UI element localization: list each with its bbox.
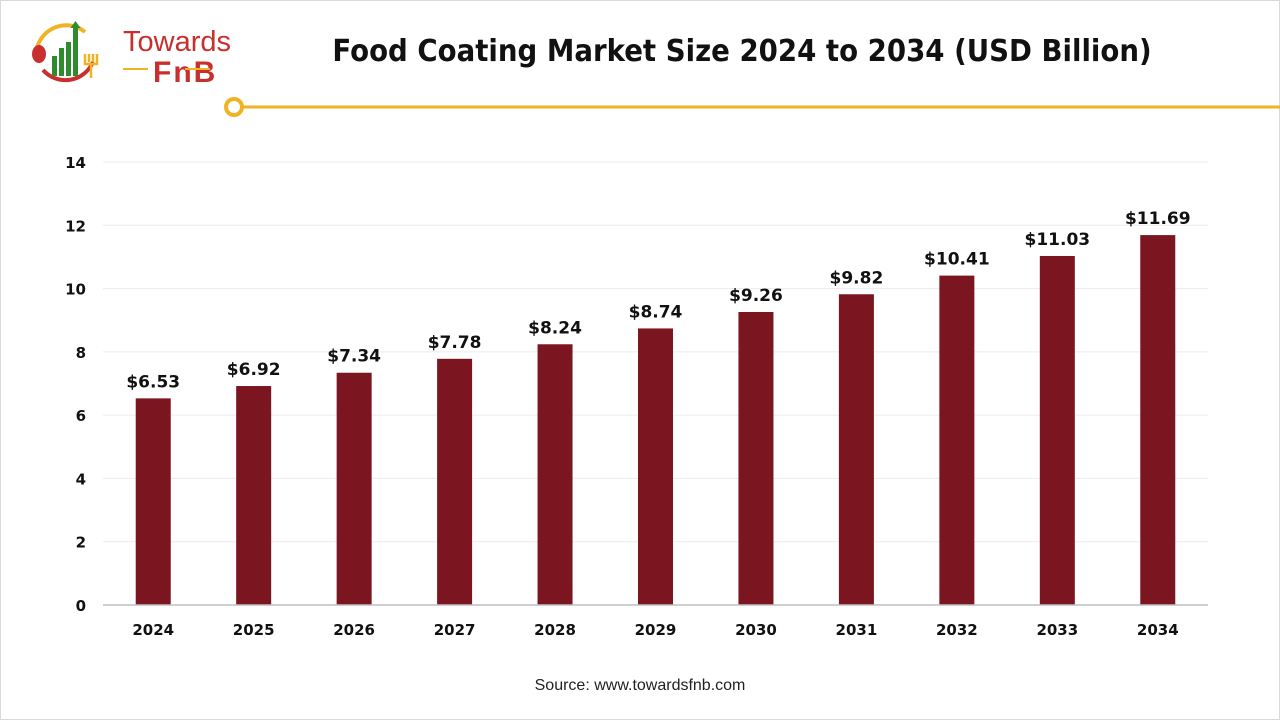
logo: Towards FnB xyxy=(25,18,231,89)
x-tick-label: 2024 xyxy=(132,621,174,639)
bar xyxy=(336,372,372,605)
y-tick-label: 6 xyxy=(76,407,86,425)
data-label: $9.26 xyxy=(729,286,783,306)
x-tick-label: 2032 xyxy=(936,621,978,639)
bar xyxy=(838,294,874,605)
data-label: $6.92 xyxy=(227,360,281,380)
y-tick-label: 0 xyxy=(76,597,86,615)
y-tick-label: 2 xyxy=(76,534,86,552)
data-label: $11.03 xyxy=(1025,230,1091,250)
x-tick-label: 2026 xyxy=(333,621,375,639)
bar xyxy=(738,311,774,605)
bar xyxy=(638,328,673,605)
y-tick-label: 4 xyxy=(76,470,86,488)
y-tick-label: 10 xyxy=(65,281,86,299)
x-tick-label: 2025 xyxy=(233,621,275,639)
x-tick-label: 2028 xyxy=(534,621,576,639)
x-tick-label: 2031 xyxy=(836,621,878,639)
data-label: $8.24 xyxy=(528,318,582,338)
data-label: $7.34 xyxy=(327,347,381,367)
y-tick-label: 8 xyxy=(76,344,86,362)
chart-title: Food Coating Market Size 2024 to 2034 (U… xyxy=(332,34,1152,69)
bar xyxy=(1140,235,1176,605)
logo-icon xyxy=(32,21,99,83)
y-tick-label: 14 xyxy=(65,154,86,172)
accent-line xyxy=(224,97,1280,117)
y-tick-label: 12 xyxy=(65,217,86,235)
logo-text: Towards xyxy=(123,26,231,58)
x-tick-label: 2029 xyxy=(635,621,677,639)
source-note: Source: www.towardsfnb.com xyxy=(534,677,746,694)
data-label: $10.41 xyxy=(924,250,990,270)
x-tick-label: 2030 xyxy=(735,621,777,639)
data-label: $8.74 xyxy=(629,302,683,322)
data-label: $9.82 xyxy=(830,268,884,288)
data-label: $11.69 xyxy=(1125,209,1191,229)
bar xyxy=(135,398,171,605)
bar xyxy=(1039,255,1075,605)
bar xyxy=(939,275,975,605)
x-tick-label: 2034 xyxy=(1137,621,1179,639)
bar xyxy=(236,386,272,605)
x-tick-label: 2027 xyxy=(434,621,476,639)
data-label: $7.78 xyxy=(428,333,482,353)
x-tick-label: 2033 xyxy=(1036,621,1078,639)
logo-dashes xyxy=(123,68,210,70)
bar xyxy=(537,344,573,605)
bar xyxy=(437,358,473,605)
logo-subtext: FnB xyxy=(153,56,218,89)
data-label: $6.53 xyxy=(126,372,180,392)
